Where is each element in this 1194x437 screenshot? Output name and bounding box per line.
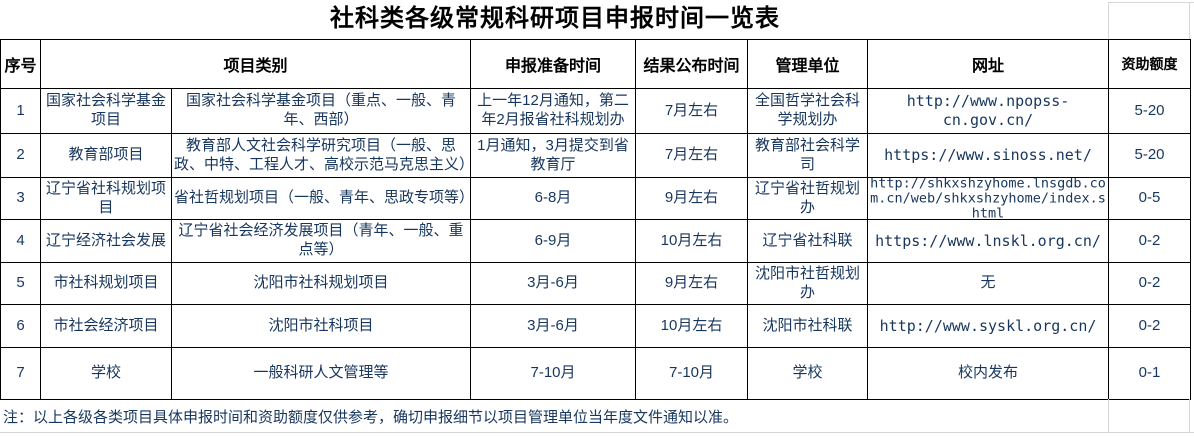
page-title: 社科类各级常规科研项目申报时间一览表 [330,5,780,32]
url-text: http://shkxshzyhome.lnsgdb.com.cn/web/sh… [870,177,1106,220]
cell-project: 沈阳市社科规划项目 [170,262,472,305]
cell-url-none: 校内发布 [867,347,1110,400]
footnote: 注：以上各级各类项目具体申报时间和资助额度仅供参考，确切申报细节以项目管理单位当… [3,408,739,426]
cell-unit: 辽宁省社科联 [747,219,869,263]
cell-result-time: 7-10月 [635,347,749,400]
gridline [1108,2,1109,39]
cell-prep-time: 6-9月 [470,219,637,263]
gridline [1108,399,1109,433]
table-row: 1 国家社会科学基金项目 国家社会科学基金项目（重点、一般、青年、西部） 上一年… [0,88,1192,134]
header-row: 序号 项目类别 申报准备时间 结果公布时间 管理单位 网址 资助额度 [0,39,1192,89]
url-link[interactable]: https://www.sinoss.net/ [867,133,1110,178]
table-row: 7 学校 一般科研人文管理等 7-10月 7-10月 学校 校内发布 0-1 [0,347,1192,400]
cell-category: 市社科规划项目 [40,262,172,305]
col-header-amount: 资助额度 [1108,39,1192,89]
url-link[interactable]: http://www.npopss-cn.gov.cn/ [867,88,1110,134]
cell-url-none: 无 [867,262,1110,305]
cell-amount: 0-2 [1108,219,1192,263]
table-row: 6 市社会经济项目 沈阳市社科项目 3月-6月 10月左右 沈阳市社科联 htt… [0,304,1192,348]
cell-prep-time: 6-8月 [470,177,637,220]
table-row: 4 辽宁经济社会发展 辽宁省社会经济发展项目（青年、一般、重点等） 6-9月 1… [0,219,1192,263]
cell-result-time: 7月左右 [635,133,749,178]
cell-prep-time: 7-10月 [470,347,637,400]
cell-category: 市社会经济项目 [40,304,172,348]
cell-no: 7 [0,347,41,400]
cell-no: 4 [0,219,41,263]
cell-category: 国家社会科学基金项目 [40,88,172,134]
cell-amount: 5-20 [1108,133,1192,178]
gridline [0,432,1194,433]
cell-prep-time: 上一年12月通知，第二年2月报省社科规划办 [470,88,637,134]
cell-result-time: 9月左右 [635,177,749,220]
col-header-result-time: 结果公布时间 [635,39,749,89]
cell-result-time: 9月左右 [635,262,749,305]
cell-category: 辽宁经济社会发展 [40,219,172,263]
url-link[interactable]: http://www.syskl.org.cn/ [867,304,1110,348]
cell-category: 教育部项目 [40,133,172,178]
url-link[interactable]: https://www.lnskl.org.cn/ [867,219,1110,263]
cell-result-time: 10月左右 [635,219,749,263]
table-row: 2 教育部项目 教育部人文社会科学研究项目（一般、思政、中特、工程人才、高校示范… [0,133,1192,178]
cell-project: 一般科研人文管理等 [170,347,472,400]
cell-project: 沈阳市社科项目 [170,304,472,348]
projects-table: 序号 项目类别 申报准备时间 结果公布时间 管理单位 网址 资助额度 1 国家社… [0,39,1192,400]
cell-no: 1 [0,88,41,134]
table-row: 3 辽宁省社科规划项目 省社哲规划项目（一般、青年、思政专项等） 6-8月 9月… [0,177,1192,220]
cell-amount: 0-5 [1108,177,1192,220]
cell-prep-time: 3月-6月 [470,304,637,348]
cell-result-time: 7月左右 [635,88,749,134]
col-header-prep-time: 申报准备时间 [470,39,637,89]
col-header-category: 项目类别 [39,39,472,89]
cell-prep-time: 3月-6月 [470,262,637,305]
gridline [1108,2,1194,3]
cell-prep-time: 1月通知，3月提交到省教育厅 [470,133,637,178]
cell-project: 省社哲规划项目（一般、青年、思政专项等） [170,177,472,220]
col-header-unit: 管理单位 [747,39,869,89]
gridline [1189,399,1190,433]
cell-amount: 0-2 [1108,262,1192,305]
cell-no: 2 [0,133,41,178]
cell-unit: 教育部社会科学司 [747,133,869,178]
cell-unit: 学校 [747,347,869,400]
cell-category: 辽宁省社科规划项目 [40,177,172,220]
cell-project: 国家社会科学基金项目（重点、一般、青年、西部） [170,88,472,134]
cell-category: 学校 [40,347,172,400]
cell-unit: 辽宁省社哲规划办 [747,177,869,220]
cell-result-time: 10月左右 [635,304,749,348]
cell-no: 3 [0,177,41,220]
col-header-url: 网址 [867,39,1110,89]
cell-no: 5 [0,262,41,305]
col-header-no: 序号 [0,39,41,89]
cell-unit: 沈阳市社科联 [747,304,869,348]
gridline [1189,2,1190,39]
url-link[interactable]: http://shkxshzyhome.lnsgdb.com.cn/web/sh… [867,177,1110,220]
cell-no: 6 [0,304,41,348]
cell-amount: 0-2 [1108,304,1192,348]
cell-unit: 沈阳市社哲规划办 [747,262,869,305]
cell-amount: 5-20 [1108,88,1192,134]
cell-project: 教育部人文社会科学研究项目（一般、思政、中特、工程人才、高校示范马克思主义） [170,133,472,178]
cell-unit: 全国哲学社会科学规划办 [747,88,869,134]
cell-amount: 0-1 [1108,347,1192,400]
cell-project: 辽宁省社会经济发展项目（青年、一般、重点等） [170,219,472,263]
table-row: 5 市社科规划项目 沈阳市社科规划项目 3月-6月 9月左右 沈阳市社哲规划办 … [0,262,1192,305]
